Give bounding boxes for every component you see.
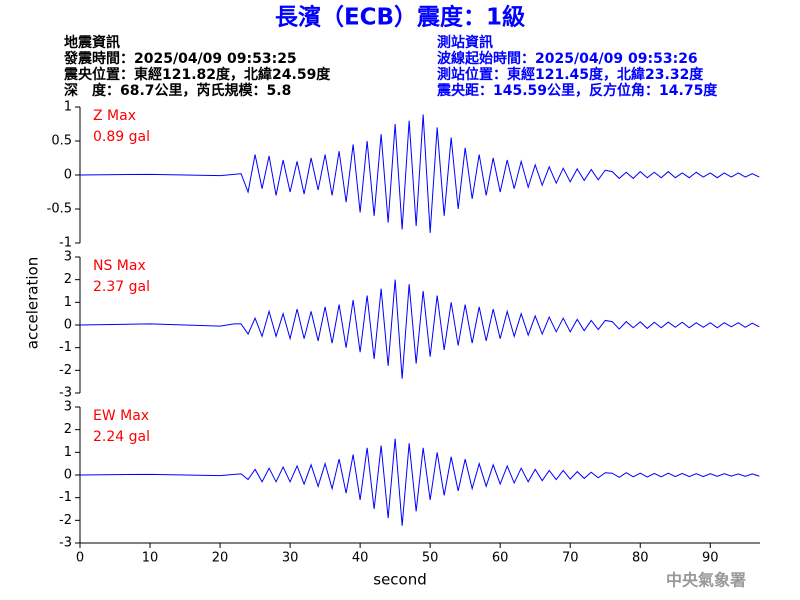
max-label: EW Max <box>93 408 149 424</box>
x-tick-label: 60 <box>492 551 509 566</box>
y-tick-label: 3 <box>64 250 72 265</box>
footer: 中央氣象署 <box>666 571 746 590</box>
max-label: 2.24 gal <box>93 429 150 445</box>
y-tick-label: 2 <box>64 422 72 437</box>
y-tick-label: -1 <box>59 236 72 251</box>
y-tick-label: -2 <box>59 513 72 528</box>
y-axis-label: acceleration <box>24 257 42 349</box>
y-tick-label: 0.5 <box>51 134 72 149</box>
x-tick-label: 40 <box>352 551 369 566</box>
max-label: 2.37 gal <box>93 279 150 295</box>
y-tick-label: -0.5 <box>47 202 72 217</box>
y-tick-label: 1 <box>64 295 72 310</box>
info-line: 深 度：68.7公里，芮氏規模：5.8 <box>64 82 291 99</box>
y-tick-label: 0 <box>64 468 72 483</box>
y-tick-label: 0 <box>64 168 72 183</box>
x-tick-label: 20 <box>212 551 229 566</box>
y-tick-label: 1 <box>64 100 72 115</box>
y-tick-label: -2 <box>59 363 72 378</box>
waveform <box>79 438 760 526</box>
waveform <box>79 114 760 233</box>
info-line: 波線起始時間：2025/04/09 09:53:26 <box>437 50 698 67</box>
y-tick-label: 2 <box>64 272 72 287</box>
max-label: NS Max <box>93 258 146 274</box>
y-tick-label: -1 <box>59 490 72 505</box>
info-line: 發震時間：2025/04/09 09:53:25 <box>63 50 297 67</box>
info-line: 測站位置：東經121.45度，北緯23.32度 <box>437 66 704 83</box>
info-line: 震央位置：東經121.82度，北緯24.59度 <box>63 66 331 83</box>
x-tick-label: 70 <box>562 551 579 566</box>
info-line: 震央距：145.59公里，反方位角：14.75度 <box>436 82 718 99</box>
x-tick-label: 50 <box>422 551 439 566</box>
info-line: 測站資訊 <box>437 34 493 51</box>
y-tick-label: -3 <box>59 536 72 551</box>
x-tick-label: 10 <box>142 551 159 566</box>
x-tick-label: 90 <box>702 551 719 566</box>
y-tick-label: 3 <box>64 400 72 415</box>
x-tick-label: 80 <box>632 551 649 566</box>
y-tick-label: -1 <box>59 340 72 355</box>
max-label: 0.89 gal <box>93 129 150 145</box>
x-axis-label: second <box>373 571 427 589</box>
waveform <box>79 279 760 379</box>
info-line: 地震資訊 <box>64 34 120 51</box>
y-tick-label: 0 <box>64 318 72 333</box>
x-tick-label: 0 <box>76 551 84 566</box>
y-tick-label: -3 <box>59 386 72 401</box>
x-tick-label: 30 <box>282 551 299 566</box>
y-tick-label: 1 <box>64 445 72 460</box>
max-label: Z Max <box>93 108 136 124</box>
title: 長濱（ECB）震度：1級 <box>275 4 525 31</box>
